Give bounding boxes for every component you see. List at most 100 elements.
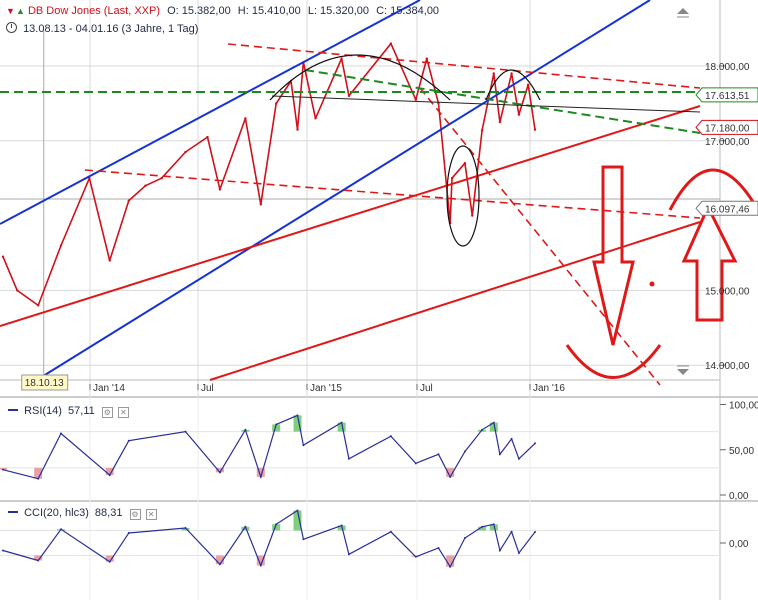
y-tick-label: 0,00: [729, 491, 749, 502]
bottom-curve: [565, 344, 662, 379]
rsi-point: [259, 475, 262, 478]
price-point: [259, 203, 262, 206]
projection-dashed-line: [419, 87, 661, 386]
neckline-dashed-line: [304, 69, 701, 134]
cursor-date-label: 18.10.13: [25, 378, 64, 389]
close-icon[interactable]: ✕: [117, 407, 129, 418]
cci-point: [302, 538, 305, 541]
support-line: [0, 105, 701, 327]
rsi-point: [275, 423, 278, 426]
instrument-name: DB Dow Jones (Last, XXP): [27, 5, 161, 17]
price-point: [533, 128, 537, 131]
overbought-fill: [489, 422, 498, 432]
rsi-point: [244, 428, 247, 431]
price-point: [274, 102, 278, 105]
oversold-fill: [256, 555, 265, 566]
scroll-down-icon[interactable]: [677, 365, 689, 375]
rsi-point: [389, 435, 392, 438]
upper-channel-line: [0, 0, 421, 225]
cci-point: [127, 532, 130, 534]
rsi-point: [2, 468, 4, 471]
overbought-fill: [272, 424, 281, 432]
price-point: [347, 94, 351, 98]
cci-point: [340, 524, 343, 527]
y-tick-label: 0,00: [729, 539, 749, 550]
price-tag-label: 17.613,51: [705, 91, 750, 102]
open-value: O: 15.382,00: [167, 5, 231, 17]
oversold-fill: [215, 467, 224, 473]
overbought-fill: [181, 528, 190, 531]
price-point: [414, 98, 417, 101]
y-tick-label: 17.000,00: [705, 137, 750, 148]
oversold-fill: [215, 555, 224, 565]
high-value: H: 15.410,00: [237, 5, 301, 17]
rsi-point: [127, 439, 130, 442]
price-point: [59, 244, 63, 247]
rsi-point: [492, 421, 495, 424]
cci-point: [517, 552, 520, 554]
cci-point: [347, 553, 350, 556]
rsi-point: [340, 421, 343, 424]
rsi-line: [2, 414, 536, 480]
date-range: 13.08.13 - 04.01.16 (3 Jahre, 1 Tag): [23, 23, 199, 35]
overbought-fill: [293, 415, 302, 432]
cci-point: [481, 525, 484, 528]
oversold-fill: [34, 555, 43, 561]
price-point: [425, 57, 429, 60]
cci-point: [498, 549, 501, 552]
dot-marker: [649, 281, 655, 287]
lower-channel-line: [39, 0, 651, 379]
oversold-fill: [256, 467, 265, 477]
rsi-point: [108, 474, 111, 477]
top-curve: [668, 168, 758, 211]
rsi-header: RSI(14) 57,11 ⚙ ✕: [8, 405, 129, 418]
cci-point: [275, 523, 278, 526]
price-point: [1, 255, 5, 258]
overbought-fill: [293, 510, 302, 531]
range-header: 13.08.13 - 04.01.16 (3 Jahre, 1 Tag): [6, 22, 198, 35]
scroll-up-icon[interactable]: [677, 8, 689, 18]
cci-point: [296, 509, 299, 512]
settings-icon[interactable]: ⚙: [129, 509, 141, 520]
price-point: [15, 289, 19, 292]
price-tag: [695, 87, 758, 103]
rsi-point: [60, 432, 62, 435]
cci-point: [437, 547, 440, 549]
x-tick-label: Jan '15: [310, 383, 342, 394]
cci-point: [492, 523, 495, 526]
price-point: [184, 150, 187, 154]
price-point: [218, 188, 222, 191]
up-arrow-icon: [681, 203, 738, 322]
cci-label: CCI(20, hlc3): [24, 507, 89, 519]
price-tag: [695, 119, 758, 135]
dip-ellipse: [446, 145, 480, 247]
price-point: [36, 304, 40, 307]
close-icon[interactable]: ✕: [145, 509, 157, 520]
price-point: [517, 113, 521, 116]
cci-point: [218, 563, 221, 566]
y-tick-label: 14.000,00: [705, 361, 750, 372]
projection-dashed-line: [84, 169, 701, 219]
overbought-fill: [478, 526, 487, 531]
rsi-point: [302, 444, 305, 447]
oversold-fill: [446, 467, 455, 477]
rsi-point: [498, 453, 501, 456]
rsi-point: [437, 453, 440, 456]
cci-point: [37, 559, 40, 562]
price-point: [340, 57, 343, 60]
price-point: [244, 117, 247, 120]
cci-point: [510, 530, 513, 533]
rsi-point: [347, 457, 350, 460]
rsi-point: [534, 442, 536, 445]
oversold-fill: [0, 467, 7, 470]
settings-icon[interactable]: ⚙: [101, 407, 113, 418]
price-point: [127, 199, 130, 202]
head-arc: [269, 54, 451, 101]
rsi-point: [517, 457, 520, 460]
y-tick-label: 18.000,00: [705, 62, 750, 73]
rsi-point: [296, 414, 299, 417]
rsi-point: [463, 450, 466, 453]
price-point: [471, 214, 474, 217]
